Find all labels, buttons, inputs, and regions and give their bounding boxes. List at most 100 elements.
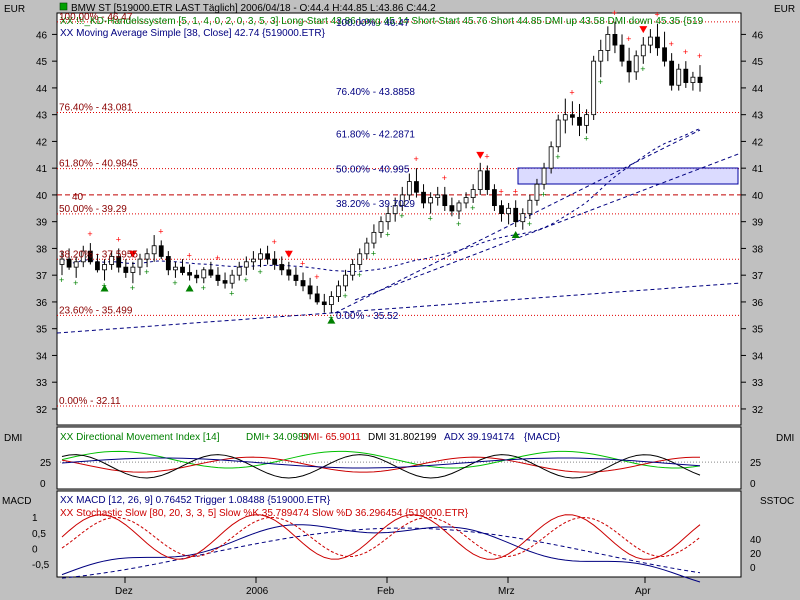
candle-body[interactable] <box>137 258 143 268</box>
stochastic-legend: XX Stochastic Slow [80, 20, 3, 3, 5] Slo… <box>60 508 469 519</box>
candle-body[interactable] <box>470 189 476 198</box>
candle-body[interactable] <box>180 266 185 273</box>
candle-body[interactable] <box>208 269 214 276</box>
candle-body[interactable] <box>584 114 589 126</box>
candle-body[interactable] <box>109 256 115 265</box>
candle-body[interactable] <box>66 258 72 268</box>
candle-body[interactable] <box>506 207 512 215</box>
candle-body[interactable] <box>520 213 526 223</box>
candle-body[interactable] <box>243 261 249 268</box>
candle-body[interactable] <box>548 146 554 169</box>
candle-body[interactable] <box>229 274 235 284</box>
candle-body[interactable] <box>385 213 391 223</box>
candle-body[interactable] <box>591 60 597 116</box>
candle-body[interactable] <box>463 197 469 204</box>
candle-body[interactable] <box>676 68 682 86</box>
candle-body[interactable] <box>215 274 221 281</box>
candle-body[interactable] <box>272 258 278 265</box>
candle-body[interactable] <box>59 258 65 265</box>
candle-body[interactable] <box>371 231 377 244</box>
price-panel[interactable] <box>56 12 742 426</box>
candle-body[interactable] <box>130 266 136 273</box>
candle-body[interactable] <box>144 253 150 260</box>
candle-body[interactable] <box>626 60 632 73</box>
candle-body[interactable] <box>165 256 171 271</box>
price-tick-left: 39 <box>36 218 48 229</box>
candle-body[interactable] <box>279 264 285 271</box>
candle-body[interactable] <box>73 261 79 268</box>
candle-body[interactable] <box>151 245 157 255</box>
candle-body[interactable] <box>222 280 228 284</box>
candle-body[interactable] <box>406 181 412 196</box>
candle-body[interactable] <box>612 34 618 46</box>
price-tick-right: 41 <box>752 164 764 175</box>
candle-body[interactable] <box>286 269 292 276</box>
candle-body[interactable] <box>95 261 100 271</box>
price-tick-left: 38 <box>36 244 48 255</box>
candle-body[interactable] <box>449 205 455 212</box>
candle-body[interactable] <box>669 60 675 86</box>
candle-body[interactable] <box>633 55 639 73</box>
candle-body[interactable] <box>534 183 540 201</box>
candle-body[interactable] <box>399 194 405 207</box>
candle-body[interactable] <box>435 194 441 198</box>
candle-body[interactable] <box>414 181 419 193</box>
candle-body[interactable] <box>555 119 561 148</box>
candle-body[interactable] <box>605 34 611 51</box>
candle-body[interactable] <box>250 258 256 263</box>
candle-body[interactable] <box>378 221 384 233</box>
candle-body[interactable] <box>102 264 107 271</box>
candle-body[interactable] <box>477 170 483 190</box>
candle-body[interactable] <box>598 50 604 62</box>
candle-body[interactable] <box>647 36 653 46</box>
candle-body[interactable] <box>541 167 547 185</box>
candle-body[interactable] <box>442 194 448 207</box>
candle-body[interactable] <box>655 36 660 49</box>
candle-body[interactable] <box>80 250 86 263</box>
candle-body[interactable] <box>236 266 242 276</box>
trend-line-mid <box>354 152 742 301</box>
candle-body[interactable] <box>307 285 313 295</box>
candle-body[interactable] <box>513 207 519 223</box>
fib-level-label: 50.00% - 39.29 <box>59 204 127 215</box>
candle-body[interactable] <box>364 242 370 255</box>
dmi-axis-label-right: DMI <box>776 433 794 444</box>
candle-body[interactable] <box>683 68 689 83</box>
price-tick-right: 35 <box>752 325 764 336</box>
candle-body[interactable] <box>484 170 490 190</box>
candle-body[interactable] <box>428 197 434 204</box>
candle-body[interactable] <box>421 191 426 204</box>
candle-body[interactable] <box>187 272 193 276</box>
candle-body[interactable] <box>123 266 129 273</box>
candle-body[interactable] <box>527 199 533 215</box>
candle-body[interactable] <box>357 253 363 265</box>
candle-body[interactable] <box>570 114 575 118</box>
candle-body[interactable] <box>300 280 306 287</box>
candle-body[interactable] <box>456 202 462 212</box>
candle-body[interactable] <box>492 189 497 207</box>
candle-body[interactable] <box>336 285 341 297</box>
candle-body[interactable] <box>640 44 646 57</box>
candle-body[interactable] <box>173 266 178 271</box>
candle-body[interactable] <box>293 274 299 281</box>
candle-body[interactable] <box>577 116 582 126</box>
candle-body[interactable] <box>499 205 504 215</box>
candle-body[interactable] <box>116 256 122 268</box>
candle-body[interactable] <box>158 245 164 257</box>
candle-body[interactable] <box>562 114 568 121</box>
candle-body[interactable] <box>258 253 263 260</box>
candle-body[interactable] <box>314 293 320 303</box>
candle-body[interactable] <box>201 269 207 279</box>
candle-body[interactable] <box>87 250 93 263</box>
candle-body[interactable] <box>619 44 625 62</box>
candle-body[interactable] <box>350 264 356 276</box>
candle-body[interactable] <box>328 296 334 306</box>
candle-body[interactable] <box>662 47 667 62</box>
candle-body[interactable] <box>194 274 200 279</box>
candle-body[interactable] <box>392 205 398 215</box>
candle-body[interactable] <box>697 76 703 83</box>
candle-body[interactable] <box>265 253 270 260</box>
candle-body[interactable] <box>690 76 696 83</box>
candle-body[interactable] <box>321 301 327 306</box>
candle-body[interactable] <box>343 274 348 287</box>
